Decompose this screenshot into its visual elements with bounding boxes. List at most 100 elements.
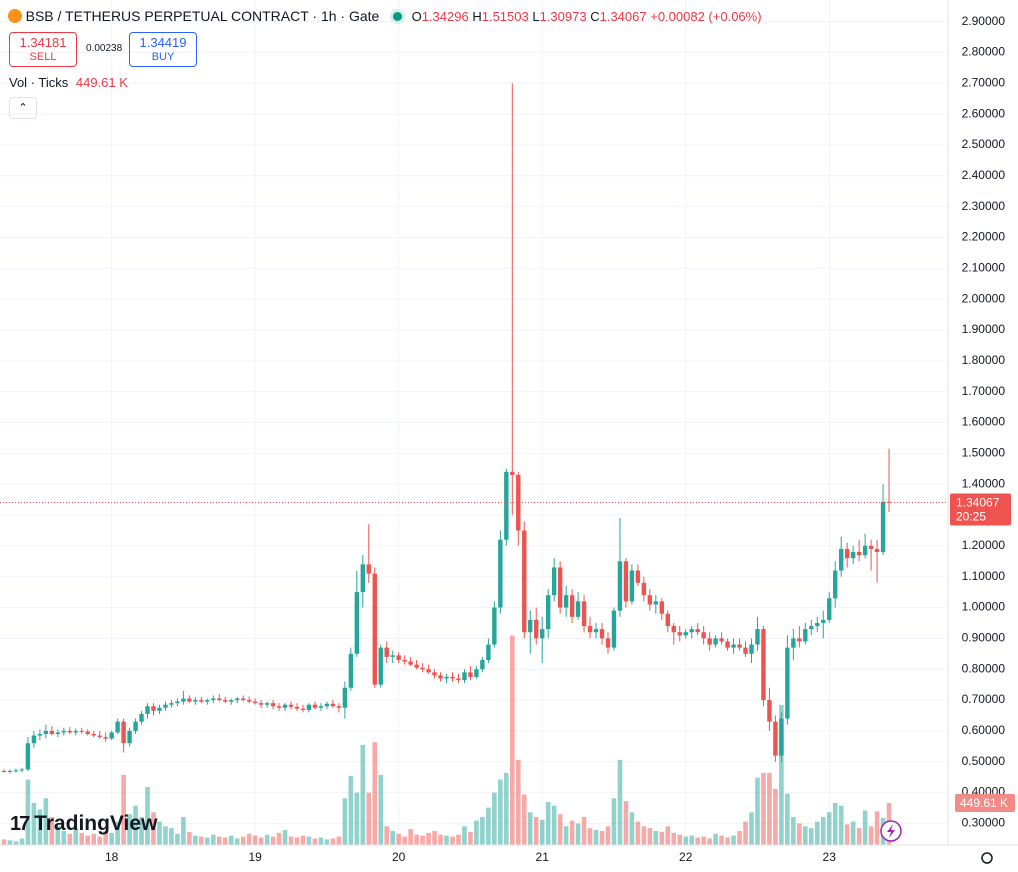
candle-body [874, 548, 880, 553]
volume-bar [587, 828, 593, 845]
volume-bar [551, 805, 557, 845]
volume-bar [474, 820, 479, 845]
volume-bar [791, 816, 796, 845]
volume-bar [181, 816, 186, 845]
volume-bar [456, 834, 461, 845]
y-tick-label: 0.80000 [962, 661, 1006, 675]
volume-bar [109, 832, 114, 845]
candle-body [288, 704, 294, 707]
volume-legend: Vol · Ticks 449.61 K [9, 75, 128, 90]
candle-body [25, 743, 31, 770]
volume-bar [390, 830, 395, 845]
logo-mark: 17 [10, 813, 30, 835]
candle-body [211, 698, 216, 701]
volume-bar [312, 838, 318, 845]
candle-body [354, 592, 360, 654]
volume-bar [270, 836, 276, 845]
price-tag-value: 1.34067 [956, 496, 1000, 510]
candle-body [617, 561, 623, 611]
candle-body [360, 564, 365, 593]
candle-body [605, 638, 611, 648]
volume-bar [121, 774, 126, 845]
close-value: 1.34067 [599, 9, 647, 24]
candle-body [659, 601, 664, 614]
volume-bar [492, 792, 497, 845]
volume-bar [719, 835, 724, 845]
volume-bar [31, 802, 37, 845]
price-tag-countdown: 20:25 [956, 510, 986, 524]
volume-bar [103, 830, 108, 845]
collapse-button[interactable]: ⌃ [9, 97, 37, 119]
candle-body [37, 733, 43, 736]
candle-body [815, 622, 820, 627]
price-tag [950, 493, 1011, 526]
candle-body [157, 707, 162, 711]
y-tick-label: 2.10000 [962, 260, 1006, 274]
candle-body [456, 678, 461, 681]
candle-body [713, 638, 718, 645]
candle-body [235, 698, 240, 701]
candle-body [629, 570, 635, 602]
candle-body [264, 703, 270, 705]
volume-bar [689, 835, 694, 845]
volume-bar [79, 832, 85, 845]
buy-button[interactable]: 1.34419 BUY [129, 32, 197, 67]
symbol-icon [8, 9, 22, 23]
volume-bar [294, 837, 300, 845]
candle-body [551, 567, 557, 596]
candle-body [276, 706, 282, 708]
volume-bar [276, 832, 282, 845]
volume-bar [25, 779, 31, 845]
candle-body [55, 732, 61, 734]
volume-bar [360, 744, 366, 845]
candle-body [803, 629, 808, 642]
volume-bar [803, 826, 808, 845]
candle-body [312, 704, 318, 708]
volume-bar [701, 836, 706, 845]
candle-body [701, 632, 706, 639]
volume-bar [826, 812, 832, 845]
candle-body [827, 598, 832, 620]
volume-value: 449.61 K [75, 75, 128, 90]
high-value: 1.51503 [481, 9, 529, 24]
candle-body [528, 619, 533, 633]
candle-body [438, 675, 443, 679]
volume-bar [97, 836, 102, 845]
candle-body [683, 632, 688, 636]
candle-body [181, 698, 186, 702]
candle-body [420, 667, 425, 670]
candle-body [563, 595, 569, 608]
candle-body [43, 730, 49, 734]
candle-body [378, 647, 383, 685]
sell-button[interactable]: 1.34181 SELL [9, 32, 77, 67]
candle-body [767, 700, 772, 722]
volume-bar [617, 759, 623, 845]
y-tick-label: 1.10000 [962, 569, 1006, 583]
candle-body [623, 561, 629, 602]
candle-body [372, 573, 377, 685]
volume-bar [288, 836, 294, 845]
candle-body [641, 582, 647, 596]
volume-bar [814, 821, 820, 845]
candle-body [145, 706, 150, 714]
volume-bar [527, 812, 533, 845]
candle-body [839, 548, 844, 571]
candle-body [821, 619, 826, 623]
candle-body [91, 733, 96, 736]
candle-body [516, 474, 521, 531]
candle-body [653, 601, 659, 605]
candle-body [468, 672, 473, 677]
volume-bar [145, 787, 150, 845]
candle-body [79, 730, 84, 732]
candle-body [593, 629, 599, 633]
volume-bar [306, 836, 312, 845]
candle-body [133, 721, 138, 731]
candle-body [677, 632, 682, 636]
candle-body [856, 552, 862, 556]
volume-bar [300, 835, 306, 845]
y-tick-label: 0.90000 [962, 631, 1006, 645]
volume-bar [862, 810, 868, 845]
y-tick-label: 1.60000 [962, 415, 1006, 429]
volume-bar [809, 828, 814, 845]
candle-body [294, 706, 300, 709]
